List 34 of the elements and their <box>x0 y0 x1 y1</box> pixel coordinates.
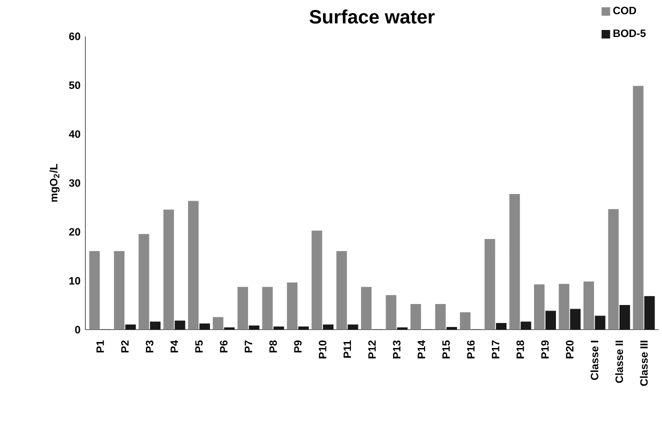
x-tick-label: P16 <box>467 340 475 358</box>
x-tick-label: P13 <box>392 340 400 358</box>
legend-label: COD <box>613 6 636 14</box>
y-tick-label: 40 <box>68 130 80 138</box>
x-tick-label: P11 <box>344 340 351 358</box>
x-tick-label: P8 <box>269 340 277 352</box>
y-tick-label: 60 <box>69 32 80 40</box>
y-tick-label: 20 <box>69 228 80 236</box>
x-tick-label: P12 <box>368 340 376 358</box>
x-tick-label: P10 <box>318 340 326 358</box>
x-tick-label: P3 <box>146 340 154 352</box>
x-tick-label: P20 <box>566 340 574 358</box>
x-tick-label: P6 <box>220 340 228 352</box>
x-tick-label: P19 <box>541 340 549 358</box>
x-tick-label: P2 <box>121 340 129 352</box>
x-tick-label: P15 <box>442 340 450 358</box>
y-axis-title: mgO$_{2}$/L <box>50 164 60 202</box>
y-tick-label: 10 <box>69 276 80 285</box>
legend-label: BOD-5 <box>614 30 646 38</box>
x-tick-label: Classe I <box>590 340 598 380</box>
x-tick-label: P14 <box>418 340 426 358</box>
chart-title: Surface water <box>310 10 435 24</box>
x-tick-label: P4 <box>170 340 178 352</box>
x-tick-label: P18 <box>516 340 524 358</box>
x-tick-label: P7 <box>244 340 252 352</box>
y-tick-label: 30 <box>69 179 80 187</box>
y-tick-label: 50 <box>69 81 80 89</box>
x-tick-label: P9 <box>294 340 302 352</box>
x-tick-label: P5 <box>195 340 203 352</box>
x-tick-label: Classe II <box>615 340 624 383</box>
y-tick-label: 0 <box>75 326 80 334</box>
x-tick-label: P1 <box>96 340 104 352</box>
x-tick-label: Classe III <box>640 340 648 386</box>
x-tick-label: P17 <box>492 340 500 358</box>
